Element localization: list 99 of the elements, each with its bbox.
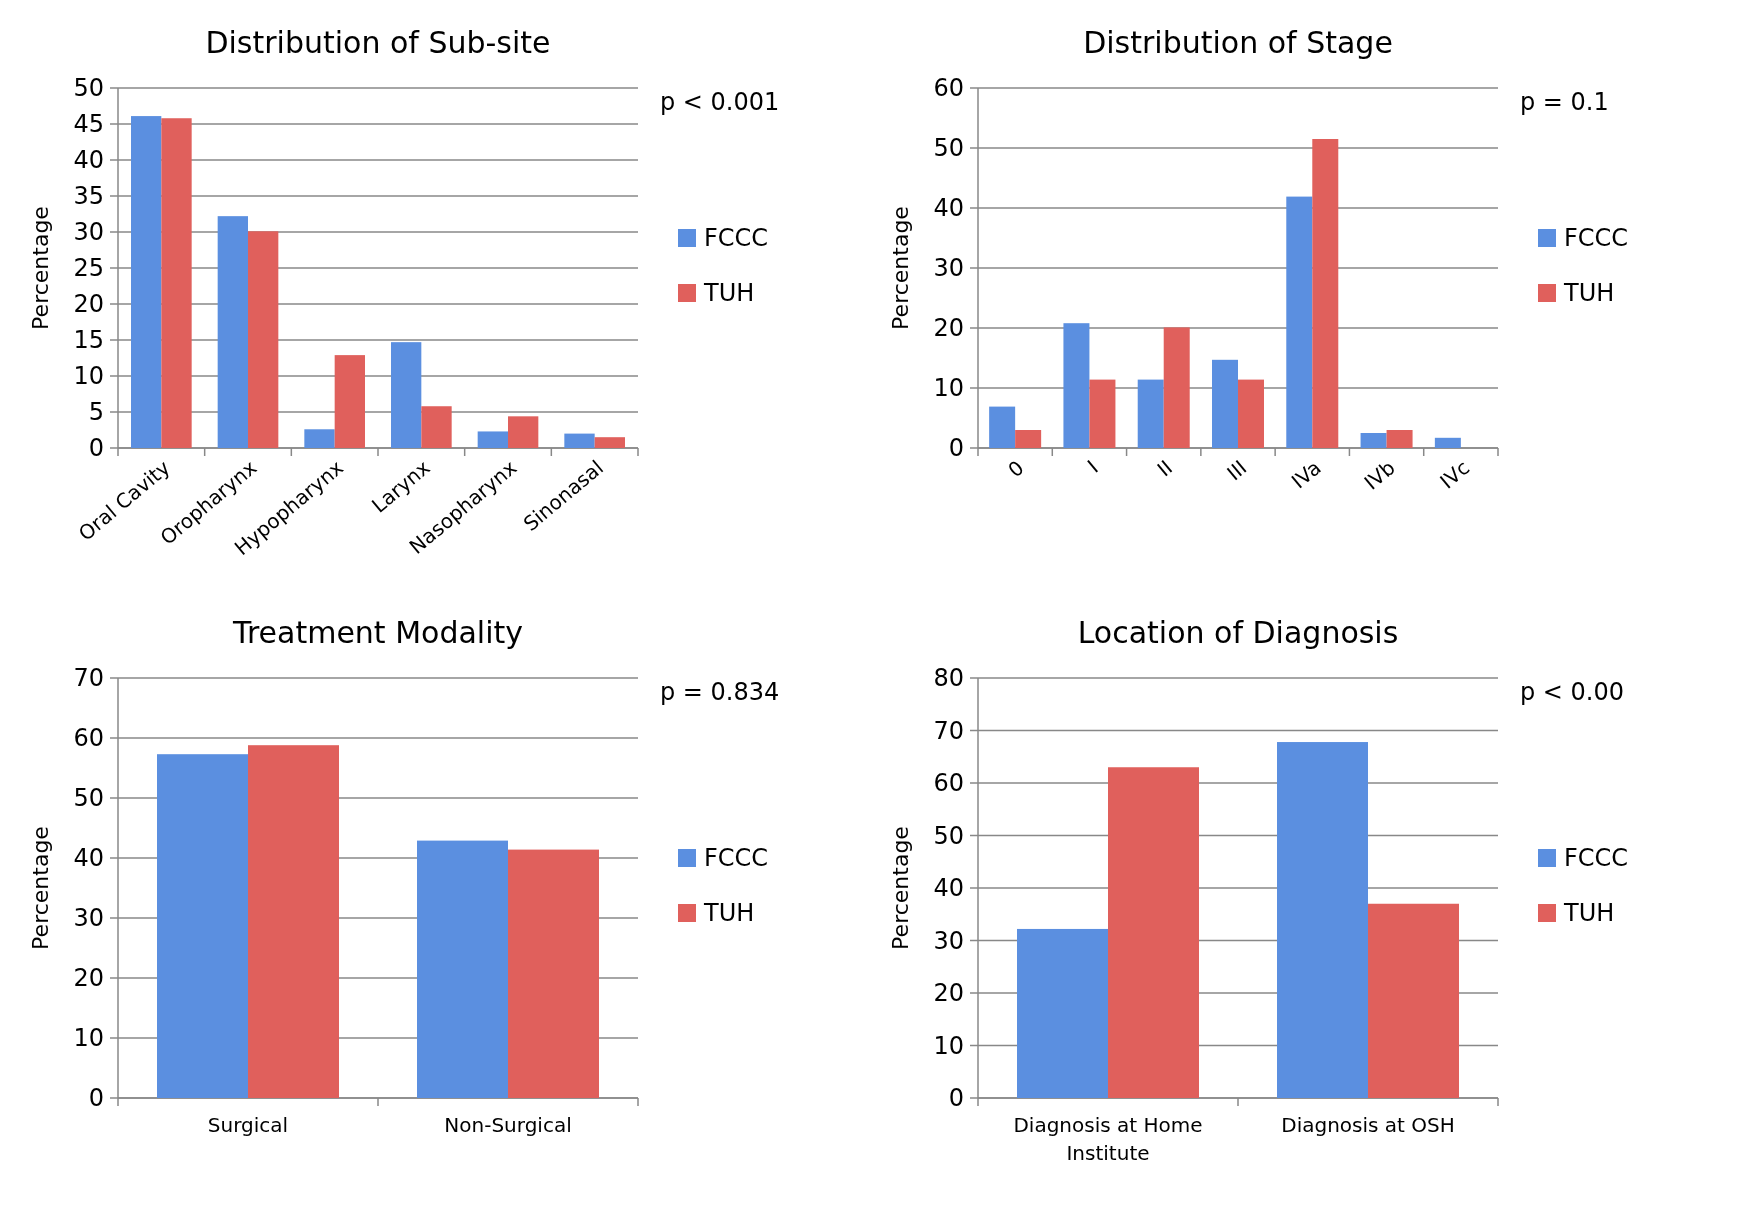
bar bbox=[594, 437, 625, 448]
y-tick-label: 40 bbox=[933, 194, 964, 223]
legend-label: TUH bbox=[703, 279, 755, 308]
x-tick-label: II bbox=[1152, 455, 1177, 482]
bar bbox=[304, 429, 335, 448]
bar bbox=[1063, 323, 1090, 448]
bar bbox=[1212, 359, 1238, 448]
chart-title: Location of Diagnosis bbox=[1077, 615, 1399, 650]
bar bbox=[1163, 327, 1190, 448]
y-tick-label: 10 bbox=[933, 374, 964, 403]
y-tick-label: 60 bbox=[933, 74, 964, 103]
bar bbox=[421, 406, 452, 448]
bar bbox=[508, 849, 599, 1098]
y-axis-title: Percentage bbox=[28, 826, 53, 950]
bar bbox=[1137, 379, 1164, 448]
x-tick-label: I bbox=[1082, 455, 1103, 478]
y-tick-label: 50 bbox=[933, 134, 964, 163]
x-tick-label: III bbox=[1222, 455, 1252, 486]
bar bbox=[391, 342, 422, 448]
x-tick-label: Diagnosis at OSH bbox=[1281, 1113, 1455, 1137]
y-tick-label: 45 bbox=[73, 110, 104, 139]
x-tick-label: IVb bbox=[1359, 455, 1400, 495]
bar bbox=[989, 406, 1016, 448]
y-axis-title: Percentage bbox=[28, 206, 53, 330]
y-tick-label: 70 bbox=[73, 664, 104, 693]
y-axis-title: Percentage bbox=[888, 206, 913, 330]
bar bbox=[1286, 196, 1313, 448]
legend-label: FCCC bbox=[704, 844, 769, 873]
bar bbox=[564, 433, 595, 448]
bar bbox=[157, 754, 248, 1098]
y-tick-label: 60 bbox=[933, 769, 964, 798]
y-tick-label: 0 bbox=[88, 434, 104, 463]
bar bbox=[1312, 139, 1339, 448]
bar bbox=[477, 431, 508, 448]
bar bbox=[217, 216, 248, 448]
bar bbox=[1238, 379, 1264, 448]
bar bbox=[161, 118, 192, 448]
text: p < 0.001 bbox=[660, 88, 780, 116]
y-tick-label: 80 bbox=[933, 664, 964, 693]
bar bbox=[131, 116, 162, 448]
y-axis-title: Percentage bbox=[888, 826, 913, 950]
y-tick-label: 5 bbox=[88, 398, 104, 427]
y-tick-label: 0 bbox=[948, 434, 964, 463]
y-tick-label: 50 bbox=[73, 784, 104, 813]
text: p = 0.834 bbox=[660, 678, 780, 706]
chart-title: Distribution of Sub-site bbox=[205, 25, 551, 60]
y-tick-label: 60 bbox=[73, 724, 104, 753]
y-tick-label: 70 bbox=[933, 716, 964, 745]
x-tick-label: 0 bbox=[1003, 455, 1029, 483]
legend-label: TUH bbox=[1563, 279, 1615, 308]
y-tick-label: 0 bbox=[948, 1084, 964, 1113]
y-tick-label: 0 bbox=[88, 1084, 104, 1113]
chart-title: Distribution of Stage bbox=[1083, 25, 1393, 60]
legend-label: FCCC bbox=[1564, 224, 1629, 253]
bar bbox=[1089, 379, 1116, 448]
y-tick-label: 35 bbox=[73, 182, 104, 211]
legend-label: TUH bbox=[703, 899, 755, 928]
bar bbox=[1368, 903, 1459, 1098]
legend-label: FCCC bbox=[1564, 844, 1629, 873]
y-tick-label: 10 bbox=[73, 1024, 104, 1053]
legend-label: FCCC bbox=[704, 224, 769, 253]
bar bbox=[417, 840, 508, 1098]
bar bbox=[248, 231, 279, 448]
x-tick-label: Surgical bbox=[207, 1113, 289, 1137]
legend-label: TUH bbox=[1563, 899, 1615, 928]
bar bbox=[1386, 430, 1413, 448]
x-tick-label: Non-Surgical bbox=[444, 1113, 572, 1137]
y-tick-label: 30 bbox=[73, 904, 104, 933]
x-tick-label: IVa bbox=[1286, 455, 1326, 494]
bar bbox=[508, 416, 539, 448]
bar bbox=[1108, 767, 1199, 1098]
bar bbox=[1015, 430, 1042, 448]
y-tick-label: 30 bbox=[933, 926, 964, 955]
text: p = 0.1 bbox=[1520, 88, 1609, 116]
y-tick-label: 25 bbox=[73, 254, 104, 283]
bar bbox=[248, 745, 339, 1098]
y-tick-label: 30 bbox=[933, 254, 964, 283]
x-tick-label: Diagnosis at Home Institute bbox=[1013, 1113, 1203, 1165]
bar bbox=[334, 355, 365, 448]
y-tick-label: 20 bbox=[73, 964, 104, 993]
y-tick-label: 10 bbox=[73, 362, 104, 391]
y-tick-label: 20 bbox=[73, 290, 104, 319]
y-tick-label: 40 bbox=[73, 844, 104, 873]
x-tick-label: IVc bbox=[1435, 455, 1475, 494]
y-tick-label: 20 bbox=[933, 314, 964, 343]
bar bbox=[1434, 437, 1461, 448]
y-tick-label: 20 bbox=[933, 979, 964, 1008]
bar bbox=[1277, 742, 1368, 1098]
y-tick-label: 10 bbox=[933, 1031, 964, 1060]
y-tick-label: 50 bbox=[73, 74, 104, 103]
bar bbox=[1360, 433, 1387, 448]
y-tick-label: 40 bbox=[73, 146, 104, 175]
y-tick-label: 50 bbox=[933, 821, 964, 850]
y-tick-label: 15 bbox=[73, 326, 104, 355]
bar bbox=[1017, 928, 1108, 1098]
chart-title: Treatment Modality bbox=[231, 615, 524, 650]
text: p < 0.00 bbox=[1520, 678, 1625, 706]
y-tick-label: 30 bbox=[73, 218, 104, 247]
y-tick-label: 40 bbox=[933, 874, 964, 903]
